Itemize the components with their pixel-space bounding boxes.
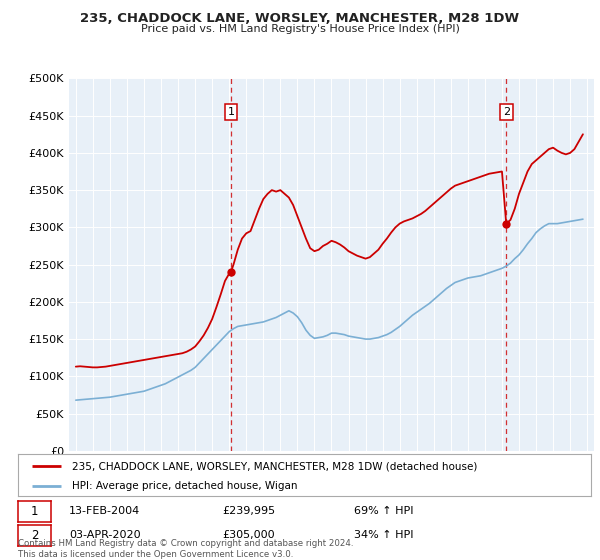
- Text: 1: 1: [227, 107, 235, 117]
- Text: Contains HM Land Registry data © Crown copyright and database right 2024.
This d: Contains HM Land Registry data © Crown c…: [18, 539, 353, 559]
- Text: HPI: Average price, detached house, Wigan: HPI: Average price, detached house, Wiga…: [73, 482, 298, 491]
- Text: 1: 1: [31, 505, 38, 518]
- Text: 2: 2: [31, 529, 38, 542]
- Text: 03-APR-2020: 03-APR-2020: [69, 530, 140, 540]
- Text: £305,000: £305,000: [222, 530, 275, 540]
- Text: 2: 2: [503, 107, 510, 117]
- Text: £239,995: £239,995: [222, 506, 275, 516]
- Text: 69% ↑ HPI: 69% ↑ HPI: [354, 506, 413, 516]
- Text: 235, CHADDOCK LANE, WORSLEY, MANCHESTER, M28 1DW: 235, CHADDOCK LANE, WORSLEY, MANCHESTER,…: [80, 12, 520, 25]
- Text: 34% ↑ HPI: 34% ↑ HPI: [354, 530, 413, 540]
- Text: 13-FEB-2004: 13-FEB-2004: [69, 506, 140, 516]
- Text: 235, CHADDOCK LANE, WORSLEY, MANCHESTER, M28 1DW (detached house): 235, CHADDOCK LANE, WORSLEY, MANCHESTER,…: [73, 461, 478, 471]
- Text: Price paid vs. HM Land Registry's House Price Index (HPI): Price paid vs. HM Land Registry's House …: [140, 24, 460, 34]
